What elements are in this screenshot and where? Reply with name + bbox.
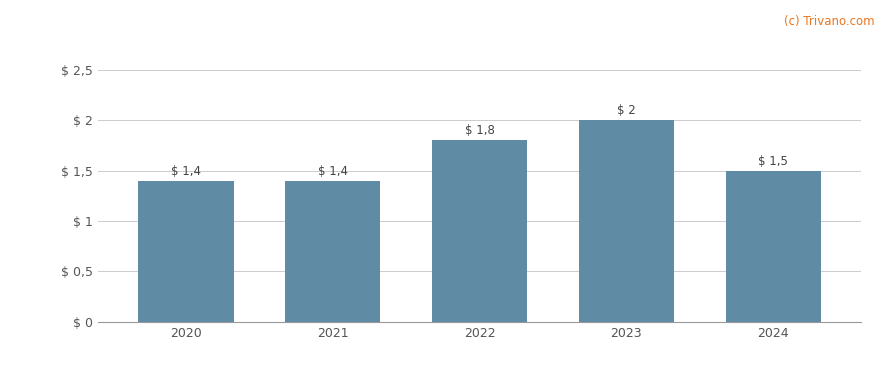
Text: $ 1,8: $ 1,8: [464, 124, 495, 137]
Bar: [725, 171, 821, 322]
Text: $ 1,4: $ 1,4: [170, 165, 201, 178]
Bar: [138, 181, 234, 322]
Text: (c) Trivano.com: (c) Trivano.com: [784, 15, 875, 28]
Text: $ 1,4: $ 1,4: [318, 165, 348, 178]
Bar: [285, 181, 380, 322]
Bar: [432, 140, 527, 322]
Text: $ 1,5: $ 1,5: [758, 155, 789, 168]
Bar: [579, 120, 674, 322]
Text: $ 2: $ 2: [617, 104, 636, 117]
